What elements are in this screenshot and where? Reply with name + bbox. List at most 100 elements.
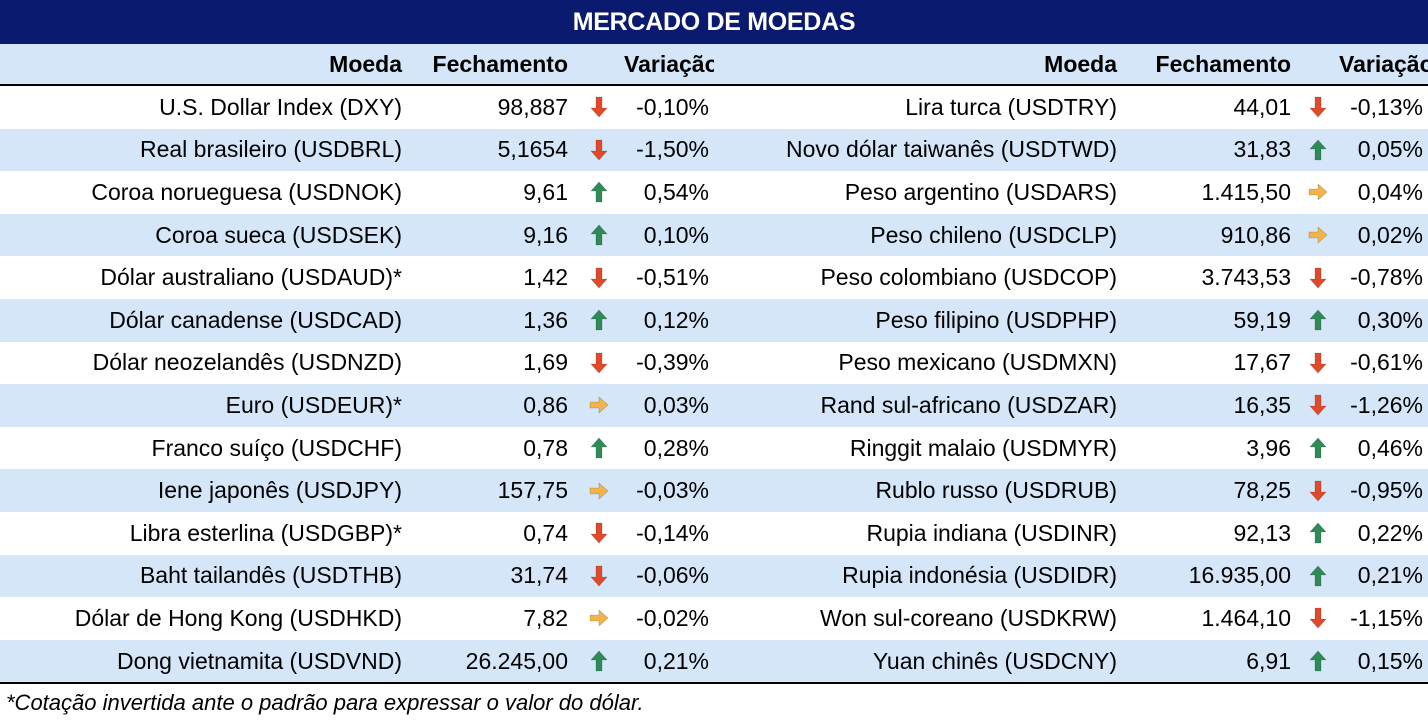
close-value: 92,13 [1233,519,1291,546]
trend-flat-arrow-icon [1297,223,1339,247]
close-value: 44,01 [1233,93,1291,120]
change-value: 0,04% [1357,178,1423,205]
currency-name: Dólar neozelandês (USDNZD) [92,349,402,376]
header-change: Variação [624,50,719,77]
table-title: MERCADO DE MOEDAS [0,0,1428,44]
header-change: Variação [1339,50,1428,77]
close-value: 9,61 [523,178,568,205]
change-value: -0,10% [636,93,709,120]
close-value: 0,78 [523,434,568,461]
table-row: Dólar australiano (USDAUD)* 1,42 -0,51% [0,256,714,299]
table-row: Real brasileiro (USDBRL) 5,1654 -1,50% [0,128,714,172]
table-row: Peso colombiano (USDCOP) 3.743,53 -0,78% [714,256,1428,299]
close-value: 1,69 [523,349,568,376]
table-row: Peso filipino (USDPHP) 59,19 0,30% [714,298,1428,342]
close-value: 31,83 [1233,136,1291,163]
close-value: 910,86 [1220,221,1291,248]
trend-up-arrow-icon [1297,436,1339,460]
close-value: 17,67 [1233,349,1291,376]
table-row: Peso mexicano (USDMXN) 17,67 -0,61% [714,342,1428,385]
trend-up-arrow-icon [574,649,624,673]
trend-down-arrow-icon [1297,393,1339,417]
trend-down-arrow-icon [574,564,624,588]
change-value: -1,26% [1350,391,1423,418]
close-value: 3.743,53 [1201,264,1291,291]
currency-name: Coroa norueguesa (USDNOK) [91,178,402,205]
trend-flat-arrow-icon [1297,180,1339,204]
header-currency: Moeda [329,50,402,77]
change-value: -0,95% [1350,477,1423,504]
change-value: -1,50% [636,136,709,163]
table-row: Iene japonês (USDJPY) 157,75 -0,03% [0,469,714,512]
change-value: 0,46% [1357,434,1423,461]
table-row: Novo dólar taiwanês (USDTWD) 31,83 0,05% [714,128,1428,172]
table-row: Rublo russo (USDRUB) 78,25 -0,95% [714,469,1428,512]
table-row: Lira turca (USDTRY) 44,01 -0,13% [714,86,1428,129]
change-value: 0,12% [643,306,709,333]
currency-name: Rupia indiana (USDINR) [866,519,1117,546]
currency-name: Yuan chinês (USDCNY) [872,647,1117,674]
currency-name: Real brasileiro (USDBRL) [139,136,402,163]
table-row: Dong vietnamita (USDVND) 26.245,00 0,21% [0,639,714,683]
change-value: 0,54% [643,178,709,205]
trend-up-arrow-icon [574,223,624,247]
close-value: 157,75 [497,477,568,504]
table-row: Ringgit malaio (USDMYR) 3,96 0,46% [714,427,1428,470]
currency-name: Novo dólar taiwanês (USDTWD) [785,136,1117,163]
change-value: -0,06% [636,562,709,589]
change-value: 0,10% [643,221,709,248]
close-value: 26.245,00 [465,647,568,674]
change-value: -0,03% [636,477,709,504]
close-value: 1,36 [523,306,568,333]
change-value: -0,13% [1350,93,1423,120]
currency-name: Rand sul-africano (USDZAR) [820,391,1117,418]
table-row: U.S. Dollar Index (DXY) 98,887 -0,10% [0,86,714,129]
currency-name: Euro (USDEUR)* [225,391,402,418]
trend-up-arrow-icon [1297,521,1339,545]
trend-flat-arrow-icon [574,479,624,503]
trend-down-arrow-icon [1297,479,1339,503]
table-row: Coroa norueguesa (USDNOK) 9,61 0,54% [0,171,714,214]
trend-down-arrow-icon [574,521,624,545]
trend-down-arrow-icon [574,351,624,375]
close-value: 5,1654 [497,136,568,163]
header-close: Fechamento [432,50,568,77]
close-value: 16,35 [1233,391,1291,418]
trend-up-arrow-icon [1297,564,1339,588]
change-value: -0,61% [1350,349,1423,376]
currency-name: Baht tailandês (USDTHB) [139,562,402,589]
currency-name: Libra esterlina (USDGBP)* [129,519,402,546]
change-value: -0,78% [1350,264,1423,291]
change-value: 0,03% [643,391,709,418]
currency-name: Dólar canadense (USDCAD) [109,306,402,333]
header-currency: Moeda [1044,50,1117,77]
trend-down-arrow-icon [1297,351,1339,375]
right-table-body: Lira turca (USDTRY) 44,01 -0,13% Novo dólar… [714,86,1428,683]
trend-down-arrow-icon [1297,606,1339,630]
close-value: 0,86 [523,391,568,418]
table-row: Peso argentino (USDARS) 1.415,50 0,04% [714,171,1428,214]
change-value: 0,22% [1357,519,1423,546]
trend-down-arrow-icon [574,138,624,162]
header-row: Moeda Fechamento Variação [714,44,1428,86]
trend-up-arrow-icon [1297,308,1339,332]
currency-name: Dólar de Hong Kong (USDHKD) [74,604,402,631]
currency-name: Lira turca (USDTRY) [905,93,1117,120]
table-row: Coroa sueca (USDSEK) 9,16 0,10% [0,213,714,257]
currency-name: Franco suíço (USDCHF) [151,434,402,461]
table-row: Baht tailandês (USDTHB) 31,74 -0,06% [0,554,714,598]
currency-name: U.S. Dollar Index (DXY) [159,93,402,120]
table-row: Euro (USDEUR)* 0,86 0,03% [0,384,714,427]
close-value: 59,19 [1233,306,1291,333]
currency-name: Peso argentino (USDARS) [844,178,1117,205]
currency-name: Peso chileno (USDCLP) [870,221,1117,248]
currency-name: Iene japonês (USDJPY) [157,477,402,504]
left-table-body: U.S. Dollar Index (DXY) 98,887 -0,10% Real … [0,86,714,683]
close-value: 31,74 [510,562,568,589]
close-value: 1,42 [523,264,568,291]
footnote: *Cotação invertida ante o padrão para ex… [0,682,1428,724]
currency-name: Peso colombiano (USDCOP) [820,264,1117,291]
close-value: 3,96 [1246,434,1291,461]
left-table: Moeda Fechamento Variação U.S. Dollar In… [0,44,719,683]
trend-down-arrow-icon [1297,266,1339,290]
